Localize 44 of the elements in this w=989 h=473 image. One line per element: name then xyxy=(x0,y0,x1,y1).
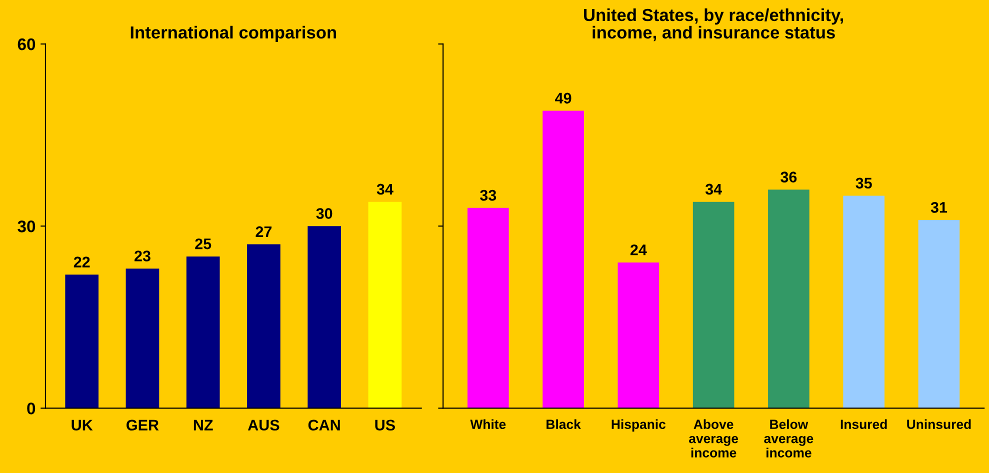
bar xyxy=(843,196,884,408)
data-label: 25 xyxy=(195,238,212,250)
chart-title: International comparison xyxy=(130,26,336,42)
bar xyxy=(692,202,734,408)
bar xyxy=(467,208,509,408)
x-tick-label: AUS xyxy=(248,420,280,431)
chart-title: United States, by race/ethnicity, income, and insurance status xyxy=(584,8,843,42)
x-tick-label: Above average income xyxy=(689,419,738,458)
bar xyxy=(368,202,402,408)
x-tick-label: White xyxy=(470,419,506,429)
y-tick-label: 0 xyxy=(27,402,36,414)
x-tick-label: Insured xyxy=(840,419,887,429)
bar xyxy=(126,268,160,408)
x-tick-label: Black xyxy=(546,419,581,429)
y-tick-label: 30 xyxy=(18,220,36,232)
bar xyxy=(618,262,660,408)
data-label: 34 xyxy=(705,184,722,195)
bar xyxy=(247,244,280,408)
data-label: 35 xyxy=(856,178,872,189)
x-tick-label: Below average income xyxy=(764,419,814,458)
x-tick-label: US xyxy=(375,420,395,431)
x-tick-label: Uninsured xyxy=(907,419,971,429)
x-tick-label: Hispanic xyxy=(612,419,666,432)
x-tick-label: CAN xyxy=(308,420,340,431)
data-label: 27 xyxy=(256,226,272,237)
data-label: 36 xyxy=(780,172,797,183)
data-label: 23 xyxy=(134,250,150,262)
y-tick-label: 60 xyxy=(18,38,36,50)
data-label: 24 xyxy=(630,244,647,256)
x-tick-label: UK xyxy=(72,420,93,431)
x-tick-label: NZ xyxy=(194,420,213,430)
data-label: 49 xyxy=(555,92,572,104)
data-label: 31 xyxy=(930,202,948,213)
data-label: 33 xyxy=(480,190,496,201)
bar xyxy=(768,190,810,408)
bar xyxy=(918,220,960,408)
x-tick-label: GER xyxy=(126,420,159,431)
bar xyxy=(65,274,99,408)
bar xyxy=(308,226,341,408)
data-label: 22 xyxy=(74,256,90,268)
bar xyxy=(186,256,220,408)
bar xyxy=(542,110,584,408)
data-label: 34 xyxy=(376,184,394,195)
data-label: 30 xyxy=(316,208,332,219)
